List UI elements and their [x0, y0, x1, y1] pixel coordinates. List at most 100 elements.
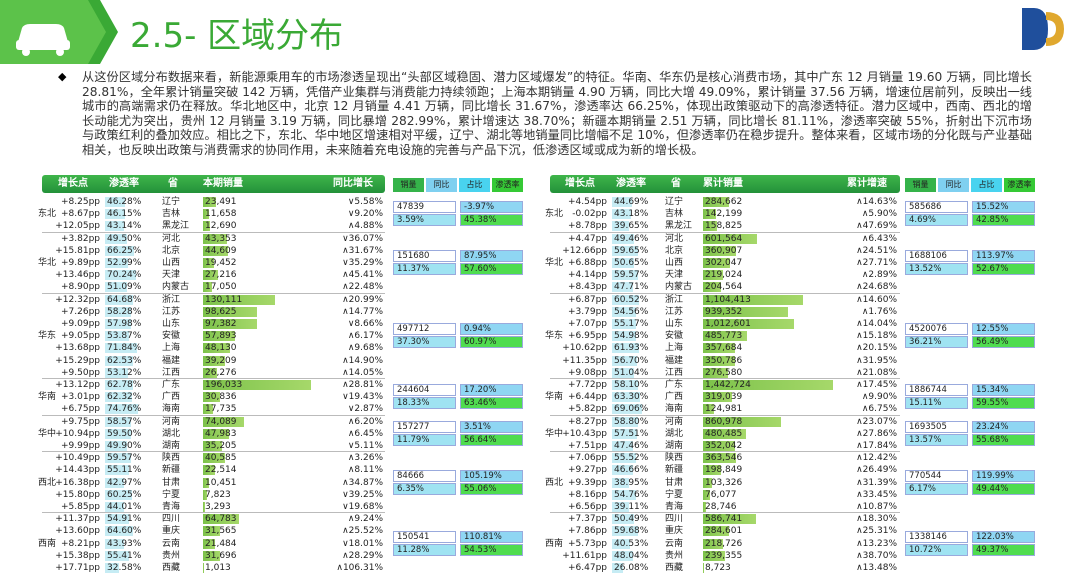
region-summary: 42.85%: [972, 214, 1035, 227]
penetration: 49.46%: [614, 233, 649, 244]
region-label: 华北: [38, 258, 57, 269]
penetration: 54.76%: [614, 489, 649, 500]
yoy: ∧28.29%: [342, 550, 383, 561]
yoy: ∧6.17%: [347, 331, 383, 342]
growth-point: +4.54pp: [567, 197, 607, 207]
summary-header: 同比: [938, 178, 969, 192]
penetration: 57.51%: [614, 428, 649, 439]
growth-point: +15.80pp: [55, 489, 100, 500]
penetration: 69.06%: [614, 404, 649, 415]
penetration: 59.68%: [614, 526, 649, 537]
penetration-bar: [612, 404, 643, 415]
penetration-bar: [105, 550, 130, 561]
penetration: 56.70%: [614, 355, 649, 366]
penetration: 40.53%: [614, 538, 649, 549]
yoy: ∧12.42%: [856, 453, 897, 464]
region-summary: 47839: [393, 201, 456, 214]
region-summary: 12.55%: [972, 323, 1035, 336]
growth-point: +7.86pp: [567, 526, 607, 537]
yoy: ∧24.68%: [856, 282, 897, 293]
sales: 352,042: [705, 441, 743, 451]
sales: 284,601: [705, 526, 743, 537]
growth-point: +9.27pp: [567, 465, 607, 476]
group-divider: [42, 231, 385, 233]
growth-point: +10.43pp: [562, 428, 607, 439]
region-summary: 1688106: [905, 250, 968, 263]
penetration-bar: [612, 331, 637, 342]
yoy: ∧6.45%: [347, 428, 383, 439]
province: 江西: [665, 367, 684, 378]
sales-bar: [703, 233, 758, 244]
column-header: 累计销量: [703, 178, 743, 189]
sales-bar: [703, 453, 736, 464]
sales-bar: [703, 282, 722, 293]
growth-point: +8.27pp: [567, 416, 607, 427]
sales: 480,485: [705, 428, 743, 439]
sales-bar: [703, 221, 718, 232]
sales-bar: [703, 441, 735, 451]
penetration-bar: [612, 416, 638, 427]
growth-point: +9.09pp: [60, 319, 100, 329]
penetration: 57.98%: [107, 319, 142, 329]
sales-bar: [203, 550, 221, 561]
group-divider: [550, 292, 900, 294]
yoy: ∧9.90%: [861, 392, 897, 403]
sales-bar: [703, 563, 704, 573]
sales-bar: [203, 282, 213, 293]
region-summary: 84666: [393, 469, 456, 482]
penetration: 42.97%: [107, 477, 142, 488]
penetration: 43.18%: [614, 209, 649, 220]
yoy: ∧28.81%: [342, 380, 383, 390]
column-header: 渗透率: [616, 178, 646, 189]
growth-point: +12.05pp: [55, 221, 100, 232]
province: 黑龙江: [162, 221, 190, 232]
yoy: ∧14.90%: [342, 355, 383, 366]
province: 辽宁: [162, 197, 181, 207]
sales-bar: [203, 514, 239, 525]
sales-bar: [703, 209, 716, 220]
yoy: ∧47.69%: [856, 221, 897, 232]
yoy: ∧24.51%: [856, 245, 897, 256]
province: 吉林: [162, 209, 181, 220]
penetration-bar: [105, 343, 137, 354]
sales: 601,564: [705, 233, 743, 244]
growth-point: +7.51pp: [567, 441, 607, 451]
region-summary: 585686: [905, 201, 968, 214]
summary-header: 占比: [459, 178, 490, 192]
penetration-bar: [105, 380, 133, 390]
penetration: 62.32%: [107, 392, 142, 403]
sales-bar: [703, 306, 788, 317]
province: 贵州: [665, 550, 684, 561]
penetration: 51.04%: [614, 367, 649, 378]
province: 吉林: [665, 209, 684, 220]
growth-point: +8.21pp: [60, 538, 100, 549]
yoy: ∧45.41%: [342, 270, 383, 281]
growth-point: +8.78pp: [567, 221, 607, 232]
region-summary: 23.24%: [972, 420, 1035, 433]
sales-bar: [203, 258, 214, 268]
penetration: 53.87%: [107, 331, 142, 342]
penetration: 54.56%: [614, 306, 649, 317]
penetration: 59.50%: [107, 428, 142, 439]
group-divider: [550, 231, 900, 233]
sales: 98,625: [205, 306, 237, 317]
province: 湖南: [665, 441, 684, 451]
region-summary: 4520076: [905, 323, 968, 336]
penetration: 58.10%: [614, 380, 649, 390]
province: 上海: [665, 343, 684, 354]
province: 西藏: [162, 563, 181, 573]
sales: 57,893: [205, 331, 237, 342]
province: 江苏: [665, 306, 684, 317]
region-summary: 55.68%: [972, 433, 1035, 446]
province: 宁夏: [665, 489, 684, 500]
penetration: 50.49%: [614, 514, 649, 525]
penetration-bar: [612, 343, 640, 354]
penetration-bar: [612, 526, 639, 537]
penetration-bar: [105, 319, 131, 329]
penetration: 43.14%: [107, 221, 142, 232]
province: 安徽: [665, 331, 684, 342]
penetration-bar: [105, 355, 133, 366]
growth-point: +4.14pp: [567, 270, 607, 281]
province: 陕西: [162, 453, 181, 464]
sales-bar: [703, 245, 736, 256]
